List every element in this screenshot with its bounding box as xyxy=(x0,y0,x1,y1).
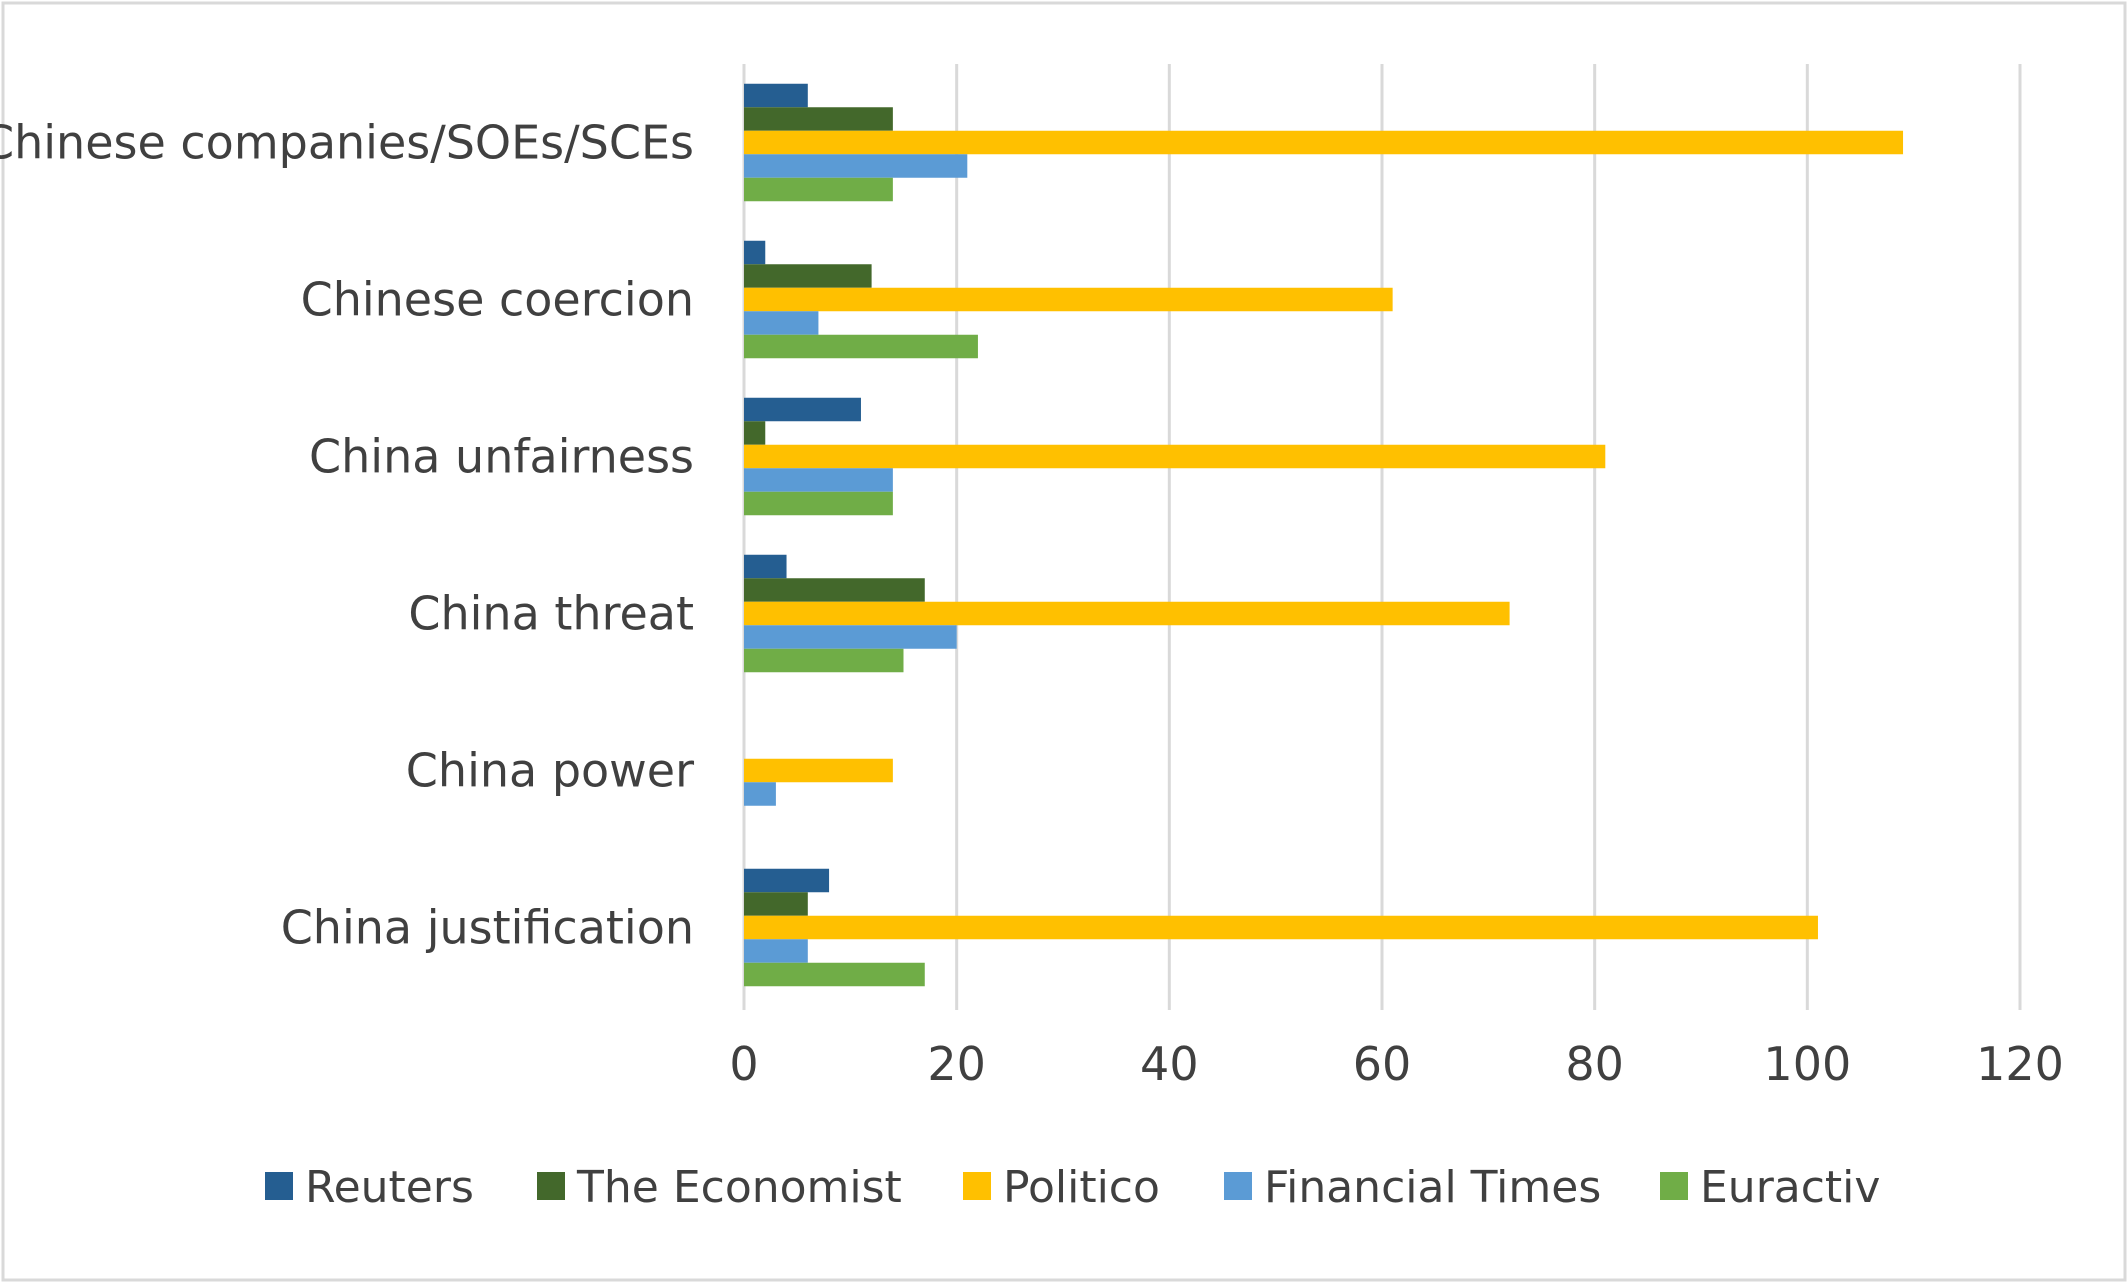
bar-politico-4 xyxy=(744,758,893,783)
bar-the-economist-1 xyxy=(744,264,872,288)
bar-politico-2 xyxy=(744,444,1606,469)
bar-the-economist-3 xyxy=(744,578,925,602)
legend-swatch xyxy=(537,1172,565,1200)
legend-item: Reuters xyxy=(265,1162,474,1213)
x-tick-label: 120 xyxy=(1976,1037,2064,1091)
x-tick-labels: 0 20 40 60 80 100 120 xyxy=(729,1037,2064,1091)
bar-reuters-3 xyxy=(744,554,787,579)
category-label: Chinese companies/SOEs/SCEs xyxy=(0,116,694,170)
bar-euractiv-0 xyxy=(744,177,893,202)
bar-euractiv-5 xyxy=(744,962,925,987)
bar-financial-times-0 xyxy=(744,154,968,178)
legend-item: Politico xyxy=(963,1162,1160,1213)
bar-reuters-1 xyxy=(744,240,766,265)
x-tick-label: 40 xyxy=(1140,1037,1199,1091)
bar-the-economist-2 xyxy=(744,421,766,445)
legend-item: Financial Times xyxy=(1224,1162,1601,1213)
legend-swatch xyxy=(265,1172,293,1200)
bar-financial-times-1 xyxy=(744,311,819,335)
legend-label: Financial Times xyxy=(1264,1162,1601,1213)
bar-politico-5 xyxy=(744,915,1818,940)
x-tick-label: 0 xyxy=(729,1037,758,1091)
legend-label: Euractiv xyxy=(1700,1162,1880,1213)
bar-the-economist-5 xyxy=(744,892,808,916)
bar-reuters-0 xyxy=(744,83,808,108)
x-tick-label: 60 xyxy=(1353,1037,1412,1091)
category-label: Chinese coercion xyxy=(301,273,694,327)
x-tick-label: 100 xyxy=(1763,1037,1851,1091)
bar-politico-1 xyxy=(744,287,1393,312)
legend-swatch xyxy=(963,1172,991,1200)
legend: Reuters The Economist Politico Financial Ti… xyxy=(265,1162,1880,1213)
bars xyxy=(744,83,1904,987)
gridlines xyxy=(742,64,2022,1010)
bar-euractiv-2 xyxy=(744,491,893,516)
bar-financial-times-3 xyxy=(744,625,957,649)
bar-politico-3 xyxy=(744,601,1510,626)
legend-item: Euractiv xyxy=(1660,1162,1880,1213)
legend-label: Politico xyxy=(1003,1162,1160,1213)
bar-financial-times-5 xyxy=(744,939,808,963)
x-tick-label: 20 xyxy=(927,1037,986,1091)
bar-financial-times-2 xyxy=(744,468,893,492)
bar-reuters-5 xyxy=(744,868,830,893)
category-labels: Chinese companies/SOEs/SCEs Chinese coerc… xyxy=(0,116,694,955)
bar-euractiv-1 xyxy=(744,334,978,359)
category-label: China unfairness xyxy=(309,430,694,484)
category-label: China power xyxy=(406,744,694,798)
legend-swatch xyxy=(1224,1172,1252,1200)
legend-label: Reuters xyxy=(305,1162,474,1213)
category-label: China threat xyxy=(408,587,694,641)
bar-financial-times-4 xyxy=(744,782,776,806)
legend-swatch xyxy=(1660,1172,1688,1200)
bar-reuters-2 xyxy=(744,397,861,422)
category-label: China justification xyxy=(281,901,694,955)
legend-item: The Economist xyxy=(537,1162,902,1213)
bar-the-economist-0 xyxy=(744,107,893,131)
bar-politico-0 xyxy=(744,130,1904,155)
x-tick-label: 80 xyxy=(1565,1037,1624,1091)
legend-label: The Economist xyxy=(576,1162,902,1213)
bar-euractiv-3 xyxy=(744,648,904,673)
